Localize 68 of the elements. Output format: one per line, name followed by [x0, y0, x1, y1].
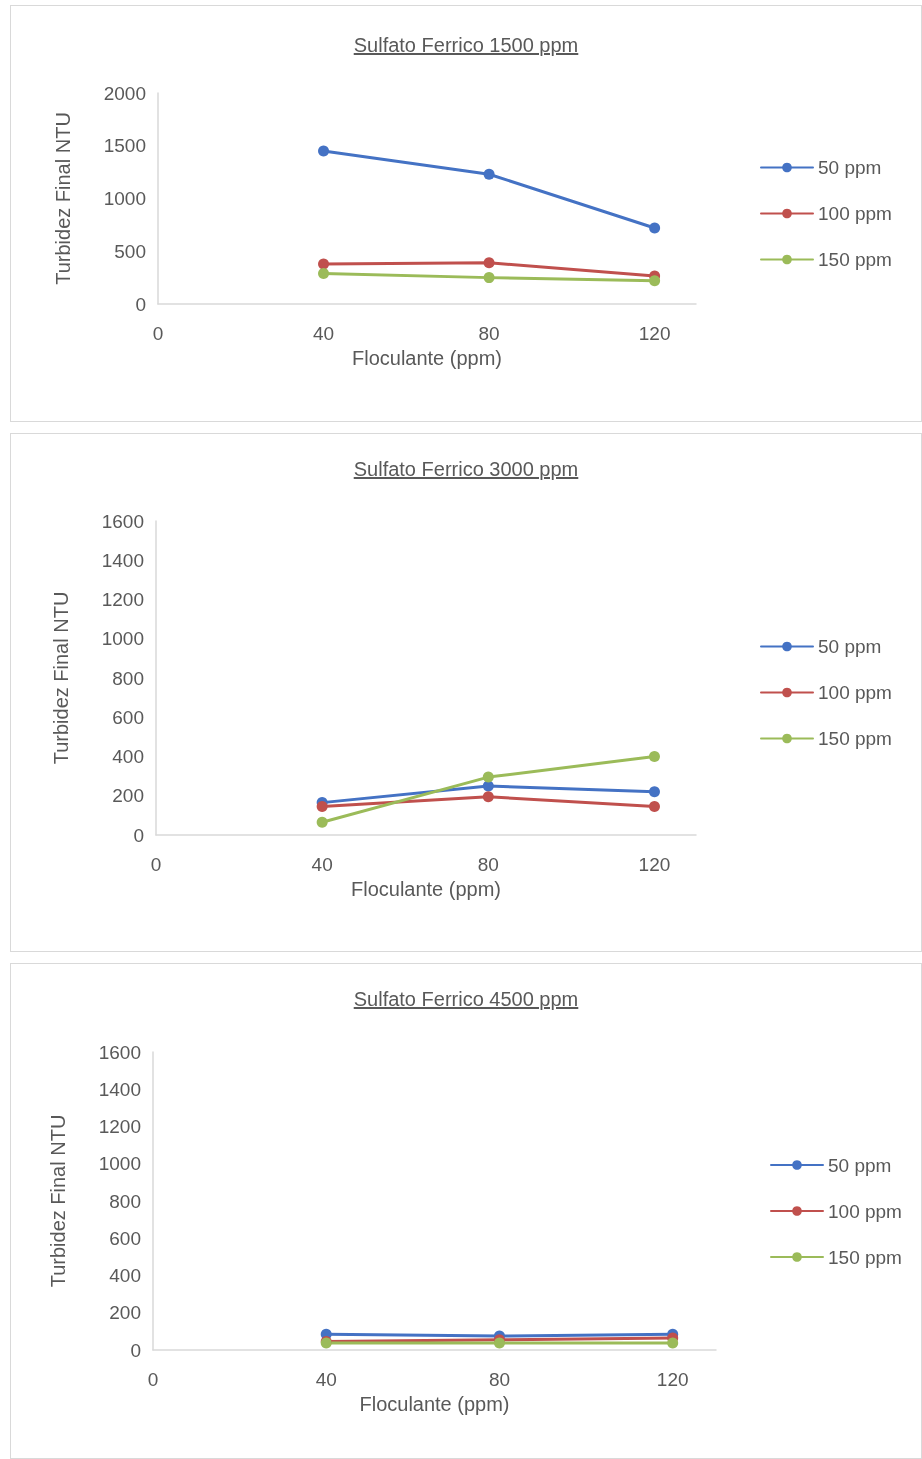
y-tick-label: 0: [130, 1339, 141, 1361]
x-tick-label: 120: [656, 1369, 689, 1390]
point: [649, 222, 661, 234]
x-tick-label: 0: [152, 323, 164, 344]
legend-label: 150 ppm: [818, 728, 892, 749]
x-tick-label: 40: [315, 1369, 337, 1390]
point: [483, 272, 495, 284]
y-tick-label: 1000: [103, 188, 146, 209]
point: [318, 145, 330, 157]
point: [482, 791, 494, 803]
point: [648, 786, 660, 798]
y-tick-label: 600: [112, 706, 144, 728]
x-tick-label: 120: [638, 854, 671, 875]
y-tick-label: 1200: [101, 589, 144, 610]
y-tick-label: 1400: [101, 549, 144, 571]
legend-label: 150 ppm: [818, 249, 892, 270]
x-tick-label: 0: [147, 1369, 159, 1390]
y-tick-label: 800: [109, 1190, 141, 1212]
x-tick-label: 80: [477, 854, 499, 875]
y-tick-label: 500: [114, 240, 146, 262]
legend-label: 50 ppm: [818, 157, 882, 178]
x-axis-title: Floculante (ppm): [351, 346, 503, 369]
x-tick-label: 0: [150, 854, 162, 875]
y-tick-label: 1400: [98, 1078, 141, 1100]
point: [316, 801, 328, 813]
point: [648, 751, 660, 762]
y-tick-label: 1600: [101, 510, 144, 532]
x-tick-label: 80: [478, 323, 500, 344]
legend-label: 100 ppm: [828, 1200, 902, 1222]
x-axis-title: Floculante (ppm): [350, 877, 502, 900]
legend-label: 100 ppm: [818, 682, 892, 703]
y-tick-label: 1600: [98, 1041, 141, 1063]
y-tick-label: 0: [133, 824, 144, 846]
point: [482, 771, 494, 783]
y-axis-title: Turbidez Final NTU: [50, 591, 72, 765]
y-tick-label: 2000: [103, 82, 146, 104]
x-tick-label: 80: [488, 1369, 511, 1390]
point: [316, 816, 328, 828]
chart-title: Sulfato Ferrico 1500 ppm: [352, 34, 580, 57]
y-axis-title: Turbidez Final NTU: [52, 112, 74, 285]
point: [483, 257, 495, 269]
y-tick-label: 1000: [98, 1153, 141, 1175]
legend-label: 100 ppm: [818, 203, 892, 224]
y-tick-label: 1000: [101, 628, 144, 650]
x-tick-label: 40: [311, 854, 333, 875]
point: [649, 275, 661, 287]
y-axis-title: Turbidez Final NTU: [47, 1114, 69, 1288]
x-axis-title: Floculante (ppm): [359, 1392, 510, 1415]
chart-title: Sulfato Ferrico 4500 ppm: [352, 988, 580, 1011]
point: [318, 258, 330, 270]
y-tick-label: 200: [112, 785, 144, 807]
y-tick-label: 800: [112, 667, 144, 689]
chart-title: Sulfato Ferrico 3000 ppm: [352, 458, 580, 481]
y-tick-label: 1200: [98, 1116, 141, 1137]
y-tick-label: 400: [109, 1265, 141, 1286]
y-tick-label: 0: [135, 293, 146, 315]
point: [483, 168, 495, 180]
point: [648, 801, 660, 813]
y-tick-label: 1500: [103, 135, 146, 157]
legend-label: 50 ppm: [828, 1154, 892, 1176]
x-tick-label: 40: [312, 323, 335, 344]
y-tick-label: 400: [112, 746, 144, 767]
point: [318, 267, 330, 279]
y-tick-label: 200: [109, 1302, 141, 1324]
legend-label: 50 ppm: [818, 636, 882, 657]
legend-label: 150 ppm: [828, 1246, 902, 1268]
y-tick-label: 600: [109, 1227, 141, 1249]
x-tick-label: 120: [638, 323, 671, 344]
